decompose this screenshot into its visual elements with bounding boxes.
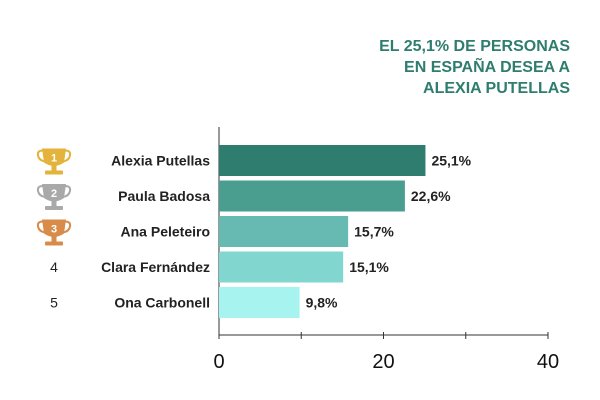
data-label: 25,1% bbox=[431, 153, 471, 169]
rank-number: 2 bbox=[51, 188, 57, 200]
data-label: 9,8% bbox=[306, 295, 338, 311]
bar bbox=[219, 287, 300, 318]
rank-number: 5 bbox=[50, 295, 58, 311]
rank-number: 3 bbox=[51, 224, 57, 236]
gold-trophy-icon: 1 bbox=[36, 148, 72, 175]
title-line-2: EN ESPAÑA DESEA A bbox=[404, 59, 570, 76]
category-label: Ona Carbonell bbox=[114, 295, 210, 311]
title-line-3: ALEXIA PUTELLAS bbox=[423, 80, 570, 97]
chart-title: EL 25,1% DE PERSONAS EN ESPAÑA DESEA A A… bbox=[250, 36, 570, 99]
data-label: 15,7% bbox=[354, 224, 394, 240]
category-label: Paula Badosa bbox=[118, 188, 210, 204]
bronze-trophy-icon: 3 bbox=[36, 219, 72, 246]
data-label: 15,1% bbox=[349, 259, 389, 275]
data-label: 22,6% bbox=[411, 188, 451, 204]
bar bbox=[219, 216, 349, 247]
x-tick-label: 40 bbox=[537, 351, 559, 373]
category-label: Alexia Putellas bbox=[111, 153, 210, 169]
silver-trophy-icon: 2 bbox=[36, 184, 72, 210]
rank-number: 4 bbox=[50, 259, 58, 275]
bar bbox=[219, 180, 405, 212]
category-label: Ana Peleteiro bbox=[121, 224, 210, 240]
category-label: Clara Fernández bbox=[101, 259, 210, 275]
title-line-1: EL 25,1% DE PERSONAS bbox=[379, 38, 570, 55]
rank-number: 1 bbox=[51, 153, 57, 165]
bar bbox=[219, 251, 344, 283]
bar bbox=[219, 145, 426, 176]
x-tick-label: 0 bbox=[213, 351, 224, 373]
x-tick-label: 20 bbox=[372, 351, 394, 373]
